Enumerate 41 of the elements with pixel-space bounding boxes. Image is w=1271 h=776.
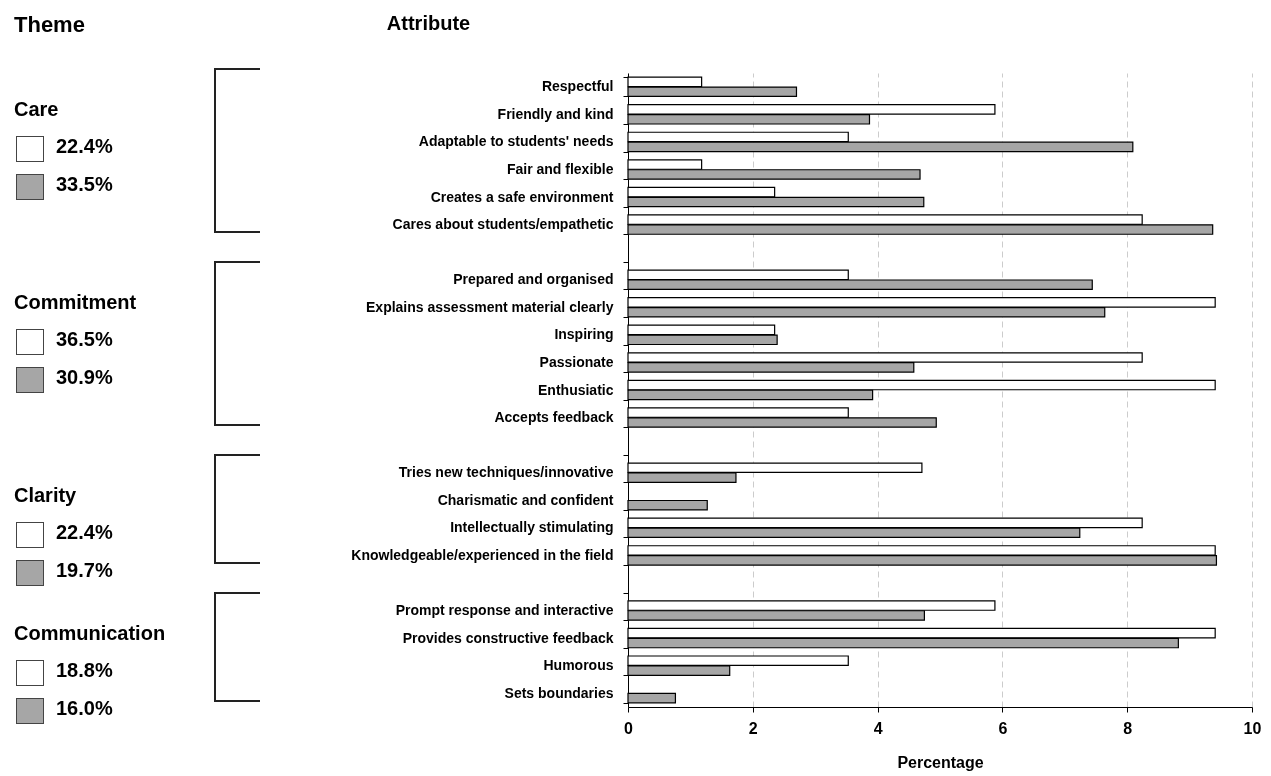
text: 22.4% xyxy=(56,520,113,544)
y-tick-label: Provides constructive feedback xyxy=(402,629,614,646)
y-tick-label: Humorous xyxy=(543,657,614,674)
y-tick-label: Friendly and kind xyxy=(497,105,614,122)
text: Commitment xyxy=(14,290,137,314)
x-tick-label: 0 xyxy=(624,719,634,737)
y-tick-label: Fair and flexible xyxy=(506,160,614,177)
text: 22.4% xyxy=(56,135,113,158)
x-tick-label: 8 xyxy=(1123,719,1133,737)
y-tick-label: Prompt response and interactive xyxy=(395,602,614,619)
x-axis-title: Percentage xyxy=(897,753,984,771)
y-tick-label: Accepts feedback xyxy=(494,409,614,426)
text: 36.5% xyxy=(56,327,113,351)
y-tick-label: Intellectually stimulating xyxy=(450,519,614,536)
x-tick-label: 10 xyxy=(1243,719,1262,737)
y-tick-label: Respectful xyxy=(541,78,614,95)
y-tick-label: Adaptable to students' needs xyxy=(418,133,614,150)
y-tick-label: Enthusiatic xyxy=(538,381,614,398)
y-tick-label: Charismatic and confident xyxy=(437,491,614,508)
x-tick-label: 4 xyxy=(873,719,883,737)
y-axis-title: Attribute xyxy=(386,11,471,34)
y-tick-label: Cares about students/empathetic xyxy=(392,216,614,233)
y-tick-label: Tries new techniques/innovative xyxy=(398,464,614,481)
text: 18.8% xyxy=(56,658,113,682)
x-tick-label: 2 xyxy=(748,719,758,737)
text: Clarity xyxy=(14,483,77,507)
y-tick-label: Explains assessment material clearly xyxy=(366,298,614,315)
y-tick-label: Creates a safe environment xyxy=(430,188,614,205)
text: Theme xyxy=(14,12,85,38)
text: 16.0% xyxy=(56,696,113,720)
text: 19.7% xyxy=(56,558,113,582)
y-tick-label: Inspiring xyxy=(554,326,614,343)
text: Care xyxy=(14,98,59,121)
y-tick-label: Knowledgeable/experienced in the field xyxy=(351,546,614,563)
y-tick-label: Passionate xyxy=(539,353,614,370)
text: 30.9% xyxy=(56,365,113,389)
x-tick-label: 6 xyxy=(998,719,1008,737)
text: Communication xyxy=(14,621,166,645)
y-tick-label: Sets boundaries xyxy=(504,684,614,701)
text: 33.5% xyxy=(56,173,113,196)
y-tick-label: Prepared and organised xyxy=(453,271,614,288)
